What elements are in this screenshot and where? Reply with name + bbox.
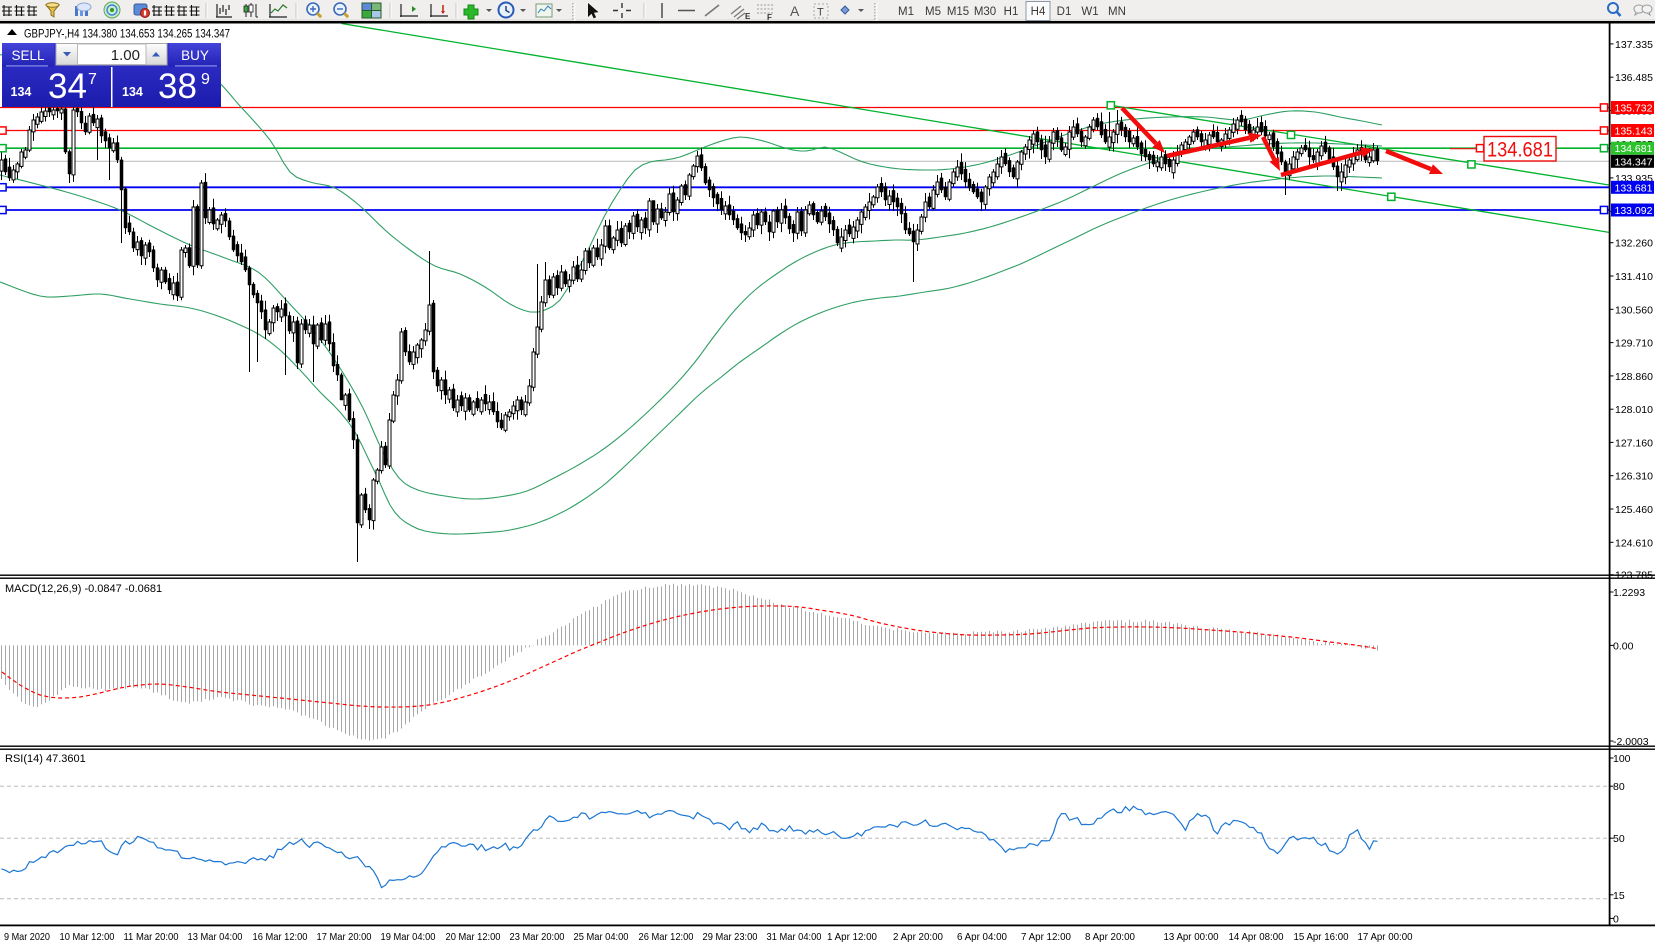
svg-text:50: 50 <box>1613 833 1625 845</box>
svg-text:25 Mar 04:00: 25 Mar 04:00 <box>574 931 629 943</box>
svg-text:D1: D1 <box>1057 6 1072 18</box>
svg-text:124.610: 124.610 <box>1615 537 1653 549</box>
svg-text:1.00: 1.00 <box>111 47 140 64</box>
svg-text:125.460: 125.460 <box>1615 504 1653 516</box>
svg-text:MN: MN <box>1108 6 1126 18</box>
svg-text:SELL: SELL <box>11 48 45 63</box>
svg-text:20 Mar 12:00: 20 Mar 12:00 <box>446 931 501 943</box>
svg-text:0: 0 <box>1613 913 1619 925</box>
svg-text:126.310: 126.310 <box>1615 471 1653 483</box>
svg-text:A: A <box>790 3 800 19</box>
svg-text:135.143: 135.143 <box>1615 126 1653 138</box>
svg-text:1.2293: 1.2293 <box>1613 587 1645 599</box>
svg-text:134.681: 134.681 <box>1487 139 1553 162</box>
svg-text:15 Apr 16:00: 15 Apr 16:00 <box>1294 931 1349 943</box>
svg-text:MACD(12,26,9) -0.0847 -0.0681: MACD(12,26,9) -0.0847 -0.0681 <box>5 583 162 595</box>
svg-text:80: 80 <box>1613 781 1625 793</box>
svg-text:26 Mar 12:00: 26 Mar 12:00 <box>639 931 694 943</box>
svg-text:19 Mar 04:00: 19 Mar 04:00 <box>381 931 436 943</box>
svg-text:H4: H4 <box>1031 6 1046 18</box>
svg-text:134: 134 <box>11 85 32 99</box>
svg-text:128.010: 128.010 <box>1615 404 1653 416</box>
svg-text:132.260: 132.260 <box>1615 238 1653 250</box>
svg-text:17 Mar 20:00: 17 Mar 20:00 <box>317 931 372 943</box>
svg-text:131.410: 131.410 <box>1615 271 1653 283</box>
svg-text:136.485: 136.485 <box>1615 72 1653 84</box>
svg-text:13 Apr 00:00: 13 Apr 00:00 <box>1164 931 1219 943</box>
svg-text:7 Apr 12:00: 7 Apr 12:00 <box>1021 931 1071 943</box>
svg-text:16 Mar 12:00: 16 Mar 12:00 <box>253 931 308 943</box>
svg-text:38: 38 <box>158 67 197 106</box>
svg-text:M30: M30 <box>974 6 996 18</box>
svg-text:7: 7 <box>88 71 97 88</box>
svg-text:134: 134 <box>122 85 143 99</box>
svg-text:T: T <box>817 7 824 19</box>
svg-text:34: 34 <box>48 67 87 106</box>
svg-text:134.681: 134.681 <box>1615 143 1653 155</box>
svg-text:2 Apr 20:00: 2 Apr 20:00 <box>893 931 943 943</box>
svg-text:BUY: BUY <box>181 48 209 63</box>
svg-text:GBPJPY-,H4 134.380 134.653 13: GBPJPY-,H4 134.380 134.653 134.265 134.3… <box>24 29 230 41</box>
svg-text:135.732: 135.732 <box>1615 103 1653 115</box>
svg-text:100: 100 <box>1613 753 1631 765</box>
svg-text:15: 15 <box>1613 890 1625 902</box>
svg-text:127.160: 127.160 <box>1615 437 1653 449</box>
svg-text:M5: M5 <box>925 6 941 18</box>
svg-text:29 Mar 23:00: 29 Mar 23:00 <box>703 931 758 943</box>
svg-text:11 Mar 20:00: 11 Mar 20:00 <box>124 931 179 943</box>
svg-text:E: E <box>745 12 751 21</box>
svg-text:6 Apr 04:00: 6 Apr 04:00 <box>957 931 1007 943</box>
svg-text:H1: H1 <box>1004 6 1019 18</box>
svg-text:14 Apr 08:00: 14 Apr 08:00 <box>1229 931 1284 943</box>
svg-text:M15: M15 <box>947 6 969 18</box>
svg-text:RSI(14) 47.3601: RSI(14) 47.3601 <box>5 753 86 765</box>
svg-text:23 Mar 20:00: 23 Mar 20:00 <box>510 931 565 943</box>
svg-text:W1: W1 <box>1081 6 1098 18</box>
svg-text:8 Apr 20:00: 8 Apr 20:00 <box>1085 931 1135 943</box>
svg-text:134.347: 134.347 <box>1615 156 1653 168</box>
svg-text:10 Mar 12:00: 10 Mar 12:00 <box>60 931 115 943</box>
svg-text:129.710: 129.710 <box>1615 338 1653 350</box>
svg-text:13 Mar 04:00: 13 Mar 04:00 <box>188 931 243 943</box>
svg-text:9 Mar 2020: 9 Mar 2020 <box>4 931 50 943</box>
svg-text:133.092: 133.092 <box>1615 205 1653 217</box>
svg-text:17 Apr 00:00: 17 Apr 00:00 <box>1358 931 1413 943</box>
svg-text:1 Apr 12:00: 1 Apr 12:00 <box>827 931 877 943</box>
svg-text:9: 9 <box>201 71 210 88</box>
svg-text:M1: M1 <box>898 6 914 18</box>
svg-text:137.335: 137.335 <box>1615 39 1653 51</box>
svg-text:133.681: 133.681 <box>1615 182 1653 194</box>
svg-text:128.860: 128.860 <box>1615 371 1653 383</box>
svg-text:130.560: 130.560 <box>1615 304 1653 316</box>
svg-text:31 Mar 04:00: 31 Mar 04:00 <box>767 931 822 943</box>
svg-text:0.00: 0.00 <box>1613 640 1634 652</box>
svg-text:F: F <box>767 13 772 22</box>
svg-text:-2.0003: -2.0003 <box>1613 736 1649 748</box>
